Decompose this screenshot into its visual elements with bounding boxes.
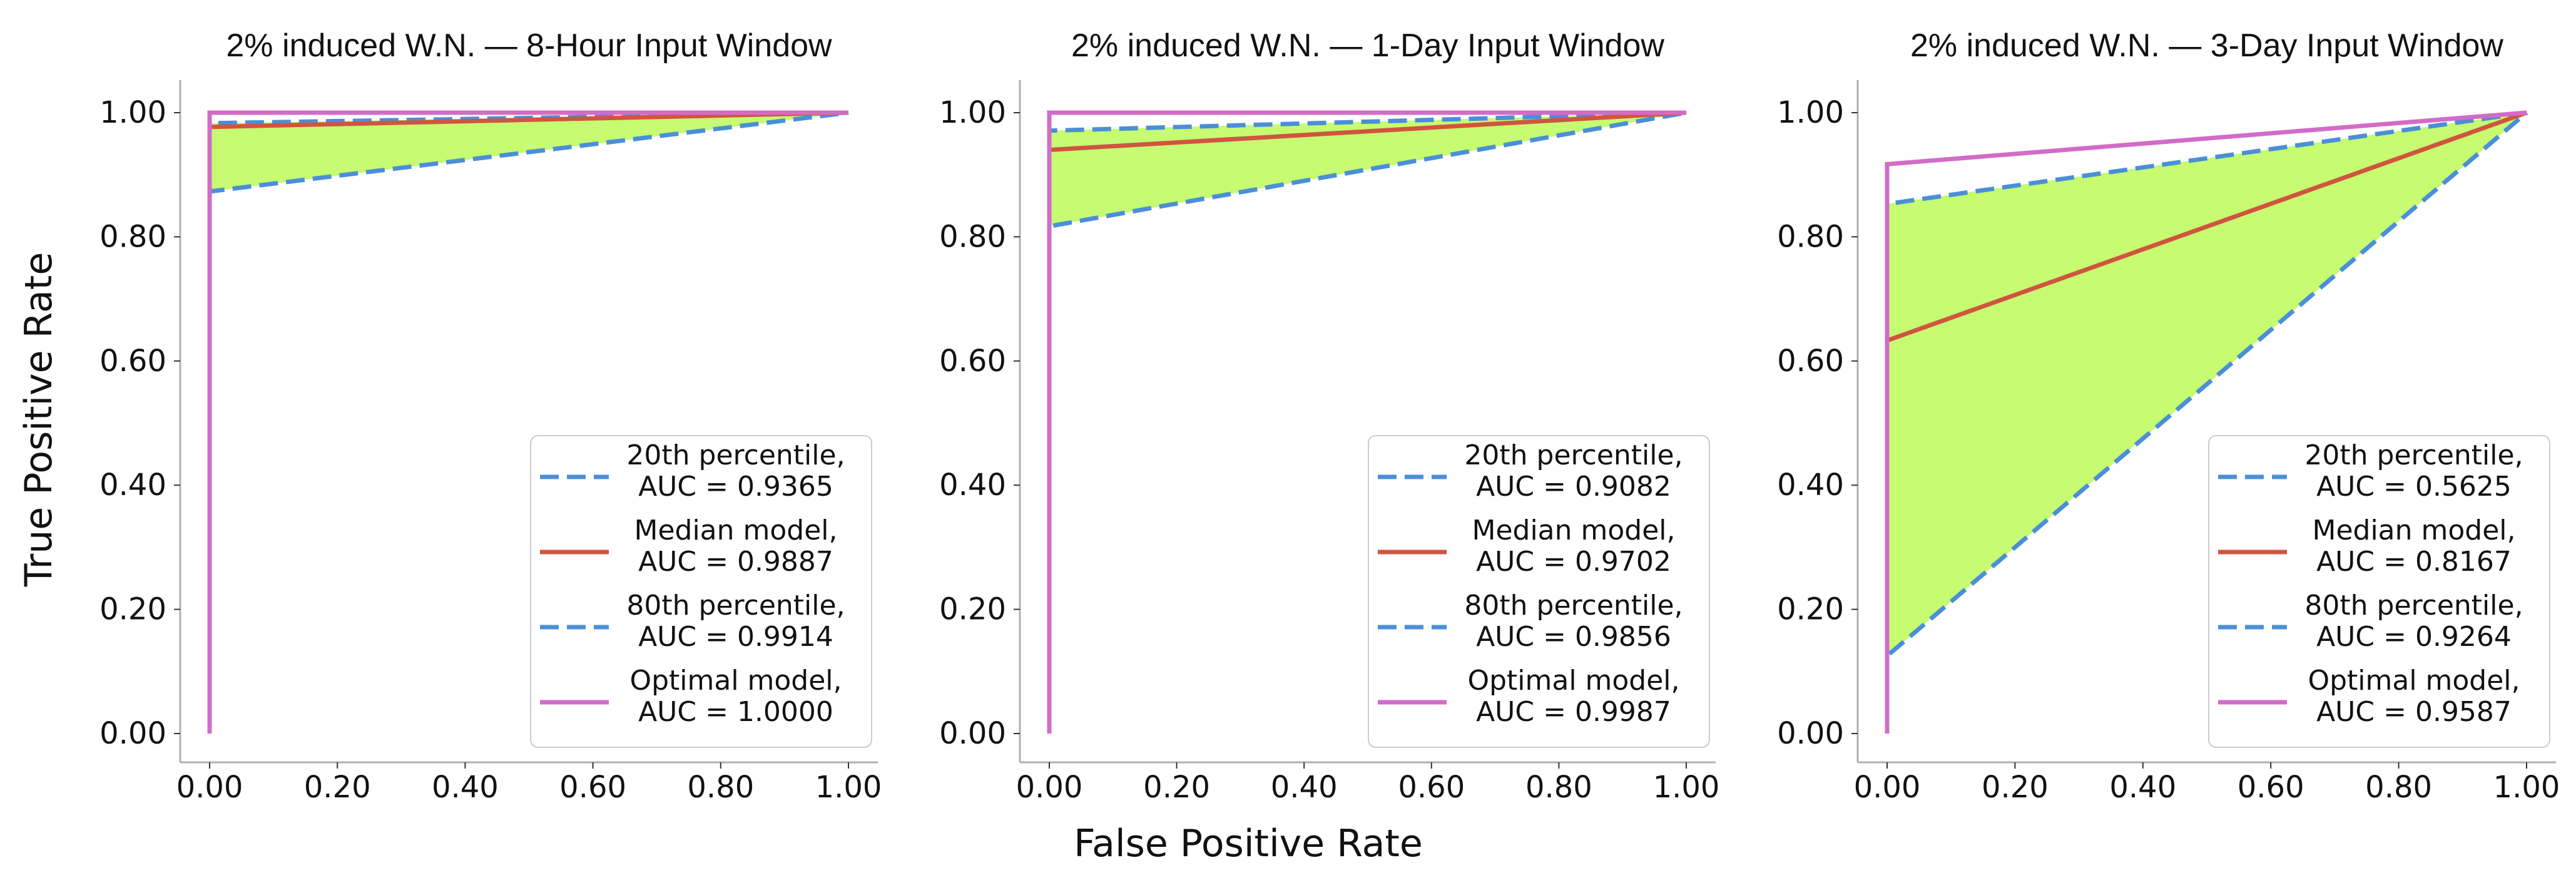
y-tick-label: 0.40 [1777, 468, 1844, 503]
legend-entry-auc: AUC = 0.9856 [1476, 621, 1671, 653]
legend-entry-auc: AUC = 0.9987 [1476, 696, 1671, 728]
x-tick-label: 0.80 [2365, 770, 2432, 805]
y-tick-label: 1.00 [939, 95, 1006, 130]
x-tick-label: 0.00 [176, 770, 243, 805]
x-tick-label: 0.40 [2109, 770, 2176, 805]
x-tick-label: 0.20 [1982, 770, 2049, 805]
percentile-band [1049, 113, 1686, 734]
x-tick-label: 0.60 [2237, 770, 2304, 805]
legend-box [530, 435, 872, 748]
x-tick-label: 0.60 [1398, 770, 1465, 805]
legend-entry-auc: AUC = 1.0000 [638, 696, 833, 728]
series-line-20th-percentile [1885, 111, 2528, 734]
y-tick-label: 1.00 [99, 95, 166, 130]
x-tick-label: 1.00 [2493, 770, 2560, 805]
x-tick-label: 0.80 [687, 770, 754, 805]
y-tick-label: 0.80 [99, 219, 166, 254]
legend-entry-name: Median model, [2312, 514, 2515, 546]
legend-entry-name: 20th percentile, [626, 439, 845, 471]
x-tick-label: 1.00 [1653, 770, 1720, 805]
x-tick-label: 0.20 [304, 770, 371, 805]
legend-box [1368, 435, 1710, 748]
y-axis-label: True Positive Rate [17, 252, 61, 587]
y-tick-label: 0.80 [1777, 219, 1844, 254]
legend-entry-auc: AUC = 0.9082 [1476, 471, 1671, 503]
legend-entry-auc: AUC = 0.8167 [2316, 546, 2512, 578]
x-tick-label: 1.00 [815, 770, 882, 805]
panel-title: 2% induced W.N. — 3-Day Input Window [1910, 28, 2503, 64]
y-tick-label: 0.80 [939, 219, 1006, 254]
legend-entry-name: Optimal model, [2308, 665, 2520, 697]
legend-entry-auc: AUC = 0.9587 [2316, 696, 2512, 728]
legend-entry-name: 80th percentile, [2304, 590, 2523, 622]
percentile-band [210, 113, 848, 734]
legend-entry-auc: AUC = 0.5625 [2316, 471, 2512, 503]
roc-panel-1: 2% induced W.N. — 8-Hour Input Window 0.0… [99, 28, 882, 805]
roc-panel-3: 2% induced W.N. — 3-Day Input Window 0.00… [1777, 28, 2560, 805]
y-tick-label: 0.00 [939, 716, 1006, 751]
x-tick-label: 0.40 [1271, 770, 1338, 805]
legend-entry-name: Median model, [1472, 514, 1675, 546]
legend-entry-name: 20th percentile, [1464, 439, 1683, 471]
series-line-optimal-model [207, 110, 848, 734]
legend-entry-name: Optimal model, [1467, 665, 1679, 697]
y-tick-label: 0.60 [1777, 344, 1844, 379]
y-tick-label: 1.00 [1777, 95, 1844, 130]
y-tick-label: 0.00 [99, 716, 166, 751]
legend-entry-auc: AUC = 0.9914 [638, 621, 833, 653]
x-tick-label: 0.00 [1854, 770, 1921, 805]
legend-entry-name: 80th percentile, [626, 590, 845, 622]
legend-entry-auc: AUC = 0.9365 [638, 471, 833, 503]
x-tick-label: 0.00 [1016, 770, 1083, 805]
y-tick-label: 0.40 [99, 468, 166, 503]
x-tick-label: 0.60 [559, 770, 626, 805]
legend-entry-name: Median model, [634, 514, 837, 546]
panel-title: 2% induced W.N. — 8-Hour Input Window [226, 28, 832, 64]
y-tick-label: 0.20 [1777, 592, 1844, 627]
legend-box [2208, 435, 2550, 748]
y-tick-label: 0.00 [1777, 716, 1844, 751]
percentile-band [1887, 113, 2527, 734]
x-tick-label: 0.80 [1525, 770, 1592, 805]
y-tick-label: 0.40 [939, 468, 1006, 503]
x-tick-label: 0.40 [432, 770, 499, 805]
y-tick-label: 0.20 [939, 592, 1006, 627]
legend-entry-name: 80th percentile, [1464, 590, 1683, 622]
legend-entry-name: Optimal model, [629, 665, 842, 697]
x-axis-label: False Positive Rate [1074, 822, 1423, 866]
legend-entry-auc: AUC = 0.9264 [2316, 621, 2512, 653]
y-tick-label: 0.60 [99, 344, 166, 379]
legend-entry-name: 20th percentile, [2304, 439, 2523, 471]
x-tick-label: 0.20 [1143, 770, 1210, 805]
series-line-optimal-model [1885, 110, 2527, 734]
roc-panel-2: 2% induced W.N. — 1-Day Input Window 0.00… [939, 28, 1719, 805]
panel-title: 2% induced W.N. — 1-Day Input Window [1071, 28, 1664, 64]
series-line-optimal-model [1047, 110, 1686, 734]
legend-entry-auc: AUC = 0.9702 [1476, 546, 1671, 578]
legend-entry-auc: AUC = 0.9887 [638, 546, 833, 578]
y-tick-label: 0.60 [939, 344, 1006, 379]
y-tick-label: 0.20 [99, 592, 166, 627]
